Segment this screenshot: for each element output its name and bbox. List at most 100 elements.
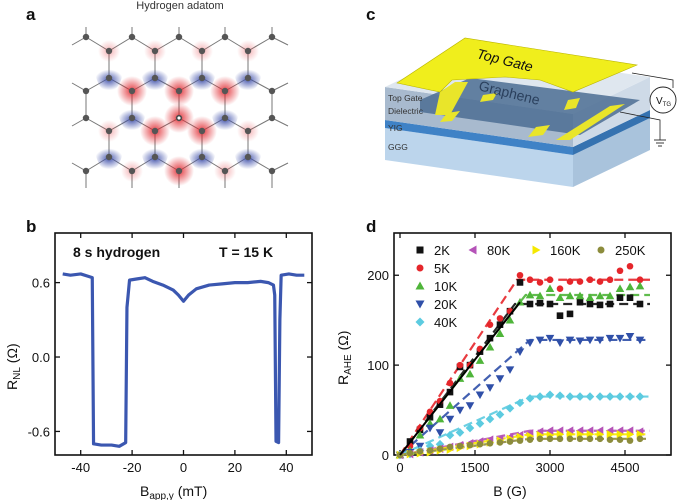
legend-label: 80K: [487, 243, 510, 258]
carbon-atom: [268, 114, 276, 122]
marker-triangle-right: [626, 430, 635, 439]
marker-square: [616, 294, 624, 302]
marker-circle: [456, 361, 464, 369]
ground-icon: [654, 139, 666, 147]
marker-circle: [546, 276, 554, 284]
legend-label: 160K: [550, 243, 581, 258]
marker-circle: [466, 441, 474, 449]
marker-triangle-down: [495, 375, 505, 383]
marker-square: [546, 300, 554, 308]
marker-square: [486, 334, 494, 342]
marker-triangle-up: [415, 281, 425, 290]
marker-circle: [496, 315, 504, 322]
marker-circle: [416, 448, 424, 455]
electrodes: [435, 82, 625, 140]
carbon-atom: [82, 167, 90, 175]
marker-diamond: [455, 428, 465, 437]
ground-wire: [619, 111, 661, 140]
marker-triangle-down: [565, 336, 575, 345]
marker-triangle-right: [532, 245, 541, 255]
marker-triangle-down: [605, 334, 615, 343]
panel-label-a: a: [26, 5, 36, 24]
carbon-atom: [82, 114, 90, 122]
marker-diamond: [465, 423, 475, 433]
marker-diamond: [585, 392, 595, 401]
x-axis-label-b: Bapp,y (mT): [140, 483, 207, 500]
annotation-hydrogen: 8 s hydrogen: [73, 244, 160, 260]
marker-circle: [436, 445, 444, 453]
marker-diamond: [595, 392, 605, 401]
carbon-atom: [175, 87, 183, 95]
marker-circle: [566, 278, 574, 285]
graphene-sheet: [420, 78, 640, 135]
legend-label: 250K: [615, 243, 646, 258]
marker-circle: [576, 435, 584, 443]
marker-square: [496, 321, 504, 328]
marker-triangle-up: [555, 293, 565, 302]
marker-circle: [486, 321, 494, 328]
marker-triangle-down: [575, 337, 585, 346]
legend-label: 2K: [434, 243, 450, 258]
marker-triangle-down: [525, 339, 535, 347]
x-tick-label: 3000: [536, 460, 565, 475]
carbon-atom: [221, 114, 229, 122]
series-250K: [396, 435, 644, 459]
marker-triangle-down: [585, 336, 595, 345]
marker-triangle-up: [445, 401, 455, 409]
marker-triangle-down: [555, 339, 565, 347]
chart-d: B (G) RAHE (Ω) 0 1500 3000 4500 0 100 200 2K 5K 1…: [335, 232, 672, 499]
legend-item-80K: 80K: [468, 243, 510, 258]
y-tick-label: 0: [382, 448, 389, 463]
marker-triangle-up: [535, 291, 545, 300]
carbon-atom: [221, 87, 229, 95]
y-tick-label: 0.0: [32, 350, 50, 365]
marker-circle: [556, 285, 564, 293]
marker-triangle-up: [585, 293, 595, 302]
marker-diamond: [485, 414, 495, 424]
marker-circle: [486, 440, 494, 447]
marker-triangle-up: [485, 342, 495, 351]
marker-square: [576, 298, 584, 306]
panel-label-b: b: [26, 217, 36, 236]
layer-label-ggg: GGG: [388, 142, 408, 152]
carbon-atom: [198, 153, 206, 161]
linear-fit-line: [399, 301, 521, 456]
marker-circle: [606, 276, 614, 284]
carbon-atom: [151, 127, 159, 135]
marker-triangle-down: [505, 366, 515, 374]
marker-triangle-up: [595, 291, 605, 300]
marker-circle: [446, 443, 454, 451]
marker-diamond: [615, 392, 625, 401]
marker-diamond: [415, 317, 425, 327]
carbon-atom: [198, 47, 206, 55]
marker-triangle-left: [468, 245, 477, 255]
carbon-atom: [105, 127, 113, 135]
marker-square: [526, 300, 534, 308]
carbon-atom: [244, 127, 252, 135]
voltage-label: VTG: [656, 96, 671, 108]
marker-circle: [616, 436, 624, 444]
marker-triangle-up: [475, 356, 485, 364]
marker-circle: [536, 279, 544, 286]
marker-triangle-up: [415, 430, 425, 439]
marker-triangle-down: [535, 336, 545, 345]
y-axis-label-d: RAHE (Ω): [335, 331, 354, 385]
hydrogen-adatom: [176, 115, 182, 121]
marker-square: [516, 279, 524, 286]
legend-label: 20K: [434, 297, 457, 312]
marker-diamond: [575, 392, 585, 401]
carbon-atom: [105, 74, 113, 82]
gate-wire: [631, 72, 674, 88]
marker-diamond: [435, 439, 445, 449]
carbon-atom: [105, 153, 113, 161]
carbon-atom: [244, 153, 252, 161]
legend-label: 5K: [434, 261, 450, 276]
marker-triangle-down: [545, 334, 555, 343]
y-tick-label: -0.6: [28, 424, 50, 439]
y-tick-label: 200: [367, 268, 389, 283]
marker-square: [416, 246, 424, 254]
x-tick-label: 20: [228, 460, 242, 475]
x-tick-label: -40: [71, 460, 90, 475]
marker-circle: [596, 278, 604, 285]
marker-circle: [546, 435, 554, 443]
